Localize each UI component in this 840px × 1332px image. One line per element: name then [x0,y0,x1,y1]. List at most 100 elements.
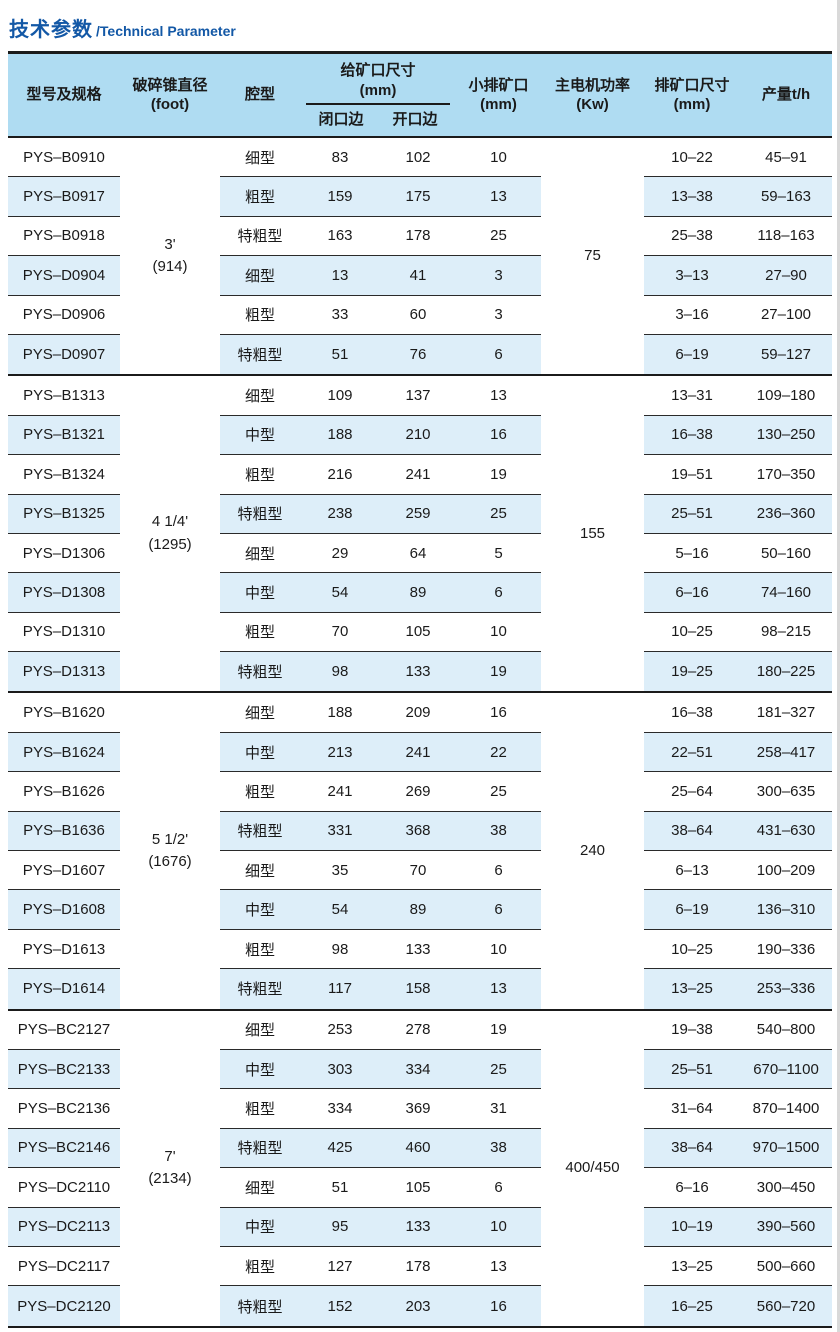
feed-closed-value: 241 [300,772,380,812]
cavity-cell: 特粗型 [220,494,300,534]
capacity-value: 390–560 [740,1207,832,1247]
cavity-cell: 特粗型 [220,334,300,375]
feed-closed-value: 70 [300,613,380,653]
discharge-range-value: 6–13 [644,851,740,891]
discharge-range-value: 6–16 [644,1168,740,1208]
cavity-cell: 粗型 [220,930,300,970]
min-discharge-value: 10 [456,1207,541,1247]
cavity-cell: 粗型 [220,613,300,653]
motor-power-cell: 240 [541,693,644,1009]
spec-group: 7' (2134) 400/450 PYS–BC2127 细型 253 278 19 19–38… [8,1008,832,1326]
cavity-cell: 中型 [220,415,300,456]
capacity-value: 59–127 [740,334,832,375]
model-cell: PYS–D1308 [8,573,120,613]
feed-closed-value: 238 [300,494,380,534]
min-discharge-value: 6 [456,1168,541,1208]
header-model: 型号及规格 [8,54,120,136]
model-cell: PYS–D1608 [8,890,120,930]
discharge-range-value: 19–38 [644,1011,740,1050]
min-discharge-value: 16 [456,1286,541,1326]
cone-diameter-cell: 3' (914) [120,138,220,375]
model-cell: PYS–B0917 [8,177,120,217]
header-cone-diameter-line2: (foot) [150,96,190,113]
feed-open-value: 203 [380,1286,456,1326]
capacity-value: 74–160 [740,573,832,613]
cavity-cell: 特粗型 [220,1128,300,1169]
header-min-discharge: 小排矿口 (mm) [456,54,541,136]
capacity-value: 560–720 [740,1286,832,1326]
header-feed-size-line2: (mm) [359,81,397,99]
spec-group: 3' (914) 75 PYS–B0910 细型 83 102 10 10–22 45–91 PYS… [8,138,832,375]
header-feed-subcolumns: 闭口边 开口边 [304,105,452,131]
model-cell: PYS–DC2110 [8,1168,120,1208]
model-cell: PYS–B1324 [8,455,120,495]
cavity-cell: 细型 [220,534,300,574]
feed-open-value: 269 [380,772,456,812]
motor-power-cell: 155 [541,376,644,692]
discharge-range-value: 6–16 [644,573,740,613]
discharge-range-value: 19–51 [644,455,740,495]
min-discharge-value: 38 [456,811,541,852]
cone-diameter-cell: 7' (2134) [120,1010,220,1326]
capacity-value: 59–163 [740,177,832,217]
feed-closed-value: 216 [300,455,380,495]
discharge-range-value: 3–13 [644,256,740,296]
feed-closed-value: 331 [300,811,380,852]
feed-closed-value: 83 [300,138,380,178]
min-discharge-value: 3 [456,256,541,296]
feed-open-value: 259 [380,494,456,534]
feed-closed-value: 98 [300,652,380,692]
header-cone-diameter-line1: 破碎锥直径 [132,76,208,94]
cone-diameter-cell: 5 1/2' (1676) [120,693,220,1009]
header-motor-power-line1: 主电机功率 [554,76,630,94]
min-discharge-value: 6 [456,890,541,930]
table-header: 型号及规格 破碎锥直径 (foot) 腔型 给矿口尺寸 (mm) 闭口边 开口边… [8,51,832,138]
feed-closed-value: 35 [300,851,380,891]
feed-open-value: 133 [380,652,456,692]
header-feed-size: 给矿口尺寸 (mm) [304,61,452,100]
page-title-en: /Technical Parameter [96,23,236,39]
capacity-value: 109–180 [740,376,832,416]
feed-closed-value: 303 [300,1049,380,1090]
min-discharge-value: 13 [456,1247,541,1287]
model-cell: PYS–DC2120 [8,1286,120,1326]
cone-diameter-feet: 7' [164,1147,176,1165]
cavity-cell: 特粗型 [220,217,300,257]
cavity-cell: 粗型 [220,177,300,217]
model-cell: PYS–B1624 [8,732,120,773]
feed-open-value: 369 [380,1089,456,1129]
feed-closed-value: 188 [300,415,380,456]
header-cone-diameter: 破碎锥直径 (foot) [120,54,220,136]
discharge-range-value: 10–25 [644,613,740,653]
model-cell: PYS–D1313 [8,652,120,692]
feed-closed-value: 109 [300,376,380,416]
cavity-cell: 细型 [220,851,300,891]
header-capacity: 产量t/h [740,54,832,136]
feed-open-value: 105 [380,1168,456,1208]
discharge-range-value: 16–25 [644,1286,740,1326]
capacity-value: 45–91 [740,138,832,178]
feed-open-value: 137 [380,376,456,416]
model-cell: PYS–D1613 [8,930,120,970]
header-min-discharge-line1: 小排矿口 [468,76,529,94]
model-cell: PYS–D1310 [8,613,120,653]
feed-size-divider [306,103,450,105]
feed-closed-value: 54 [300,890,380,930]
min-discharge-value: 38 [456,1128,541,1169]
feed-open-value: 278 [380,1011,456,1050]
feed-closed-value: 159 [300,177,380,217]
capacity-value: 27–90 [740,256,832,296]
discharge-range-value: 6–19 [644,890,740,930]
min-discharge-value: 6 [456,851,541,891]
cone-diameter-mm: (914) [152,258,188,276]
motor-power-value: 400/450 [565,1158,620,1176]
feed-open-value: 133 [380,1207,456,1247]
discharge-range-value: 6–19 [644,334,740,375]
discharge-range-value: 38–64 [644,1128,740,1169]
page-title: 技术参数/Technical Parameter [0,0,840,42]
min-discharge-value: 19 [456,455,541,495]
discharge-range-value: 10–22 [644,138,740,178]
model-cell: PYS–B0918 [8,217,120,257]
feed-closed-value: 188 [300,693,380,733]
min-discharge-value: 10 [456,613,541,653]
